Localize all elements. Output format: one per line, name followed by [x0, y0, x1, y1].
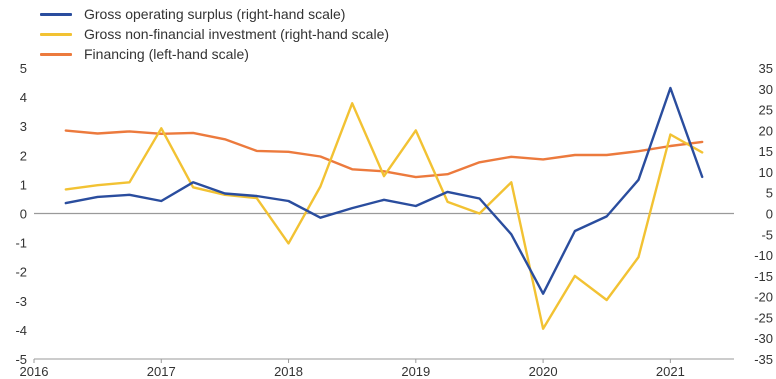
chart-legend: Gross operating surplus (right-hand scal… [40, 4, 389, 64]
right-y-tick-label: -15 [754, 269, 773, 284]
left-y-tick-label: 0 [20, 207, 27, 222]
right-y-tick-label: 20 [759, 123, 773, 138]
left-y-tick-label: 5 [20, 61, 27, 76]
right-y-tick-label: -5 [761, 227, 773, 242]
left-y-tick-label: 3 [20, 119, 27, 134]
right-y-tick-label: -20 [754, 290, 773, 305]
right-y-tick-label: 10 [759, 165, 773, 180]
left-y-tick-label: -5 [15, 352, 27, 367]
left-y-tick-label: 4 [20, 90, 27, 105]
legend-label: Financing (left-hand scale) [84, 46, 249, 62]
series-line-0 [64, 86, 704, 295]
right-y-tick-label: 0 [766, 207, 773, 222]
series-line-2 [64, 129, 704, 179]
legend-swatch [40, 12, 72, 16]
right-y-tick-label: -10 [754, 248, 773, 263]
x-tick-label: 2021 [656, 364, 685, 379]
legend-swatch [40, 32, 72, 36]
x-tick-label: 2017 [147, 364, 176, 379]
right-y-tick-label: 25 [759, 103, 773, 118]
series-line-1 [64, 102, 704, 330]
left-y-tick-label: -4 [15, 323, 27, 338]
legend-label: Gross operating surplus (right-hand scal… [84, 6, 346, 22]
legend-item-gross-operating-surplus: Gross operating surplus (right-hand scal… [40, 4, 389, 24]
left-y-tick-label: -2 [15, 265, 27, 280]
legend-label: Gross non-financial investment (right-ha… [84, 26, 390, 42]
left-y-tick-label: 1 [20, 177, 27, 192]
right-y-tick-label: 15 [759, 144, 773, 159]
x-tick-label: 2019 [401, 364, 430, 379]
right-y-tick-label: 30 [759, 82, 773, 97]
left-y-tick-label: 2 [20, 148, 27, 163]
legend-swatch [40, 52, 72, 56]
series-layer [64, 86, 704, 330]
axes-layer: 2016 2017 2018 2019 2020 2021-5-4-3-2-1012345… [15, 61, 773, 379]
x-tick-label: 2018 [274, 364, 303, 379]
right-y-tick-label: -35 [754, 352, 773, 367]
x-tick-label: 2020 [529, 364, 558, 379]
x-tick-label: 2016 [20, 364, 49, 379]
right-y-tick-label: 35 [759, 61, 773, 76]
right-y-tick-label: -30 [754, 331, 773, 346]
left-y-tick-label: -3 [15, 294, 27, 309]
left-y-tick-label: -1 [15, 236, 27, 251]
legend-item-financing: Financing (left-hand scale) [40, 44, 389, 64]
right-y-tick-label: 5 [766, 186, 773, 201]
right-y-tick-label: -25 [754, 310, 773, 325]
legend-item-gross-non-financial-investment: Gross non-financial investment (right-ha… [40, 24, 389, 44]
